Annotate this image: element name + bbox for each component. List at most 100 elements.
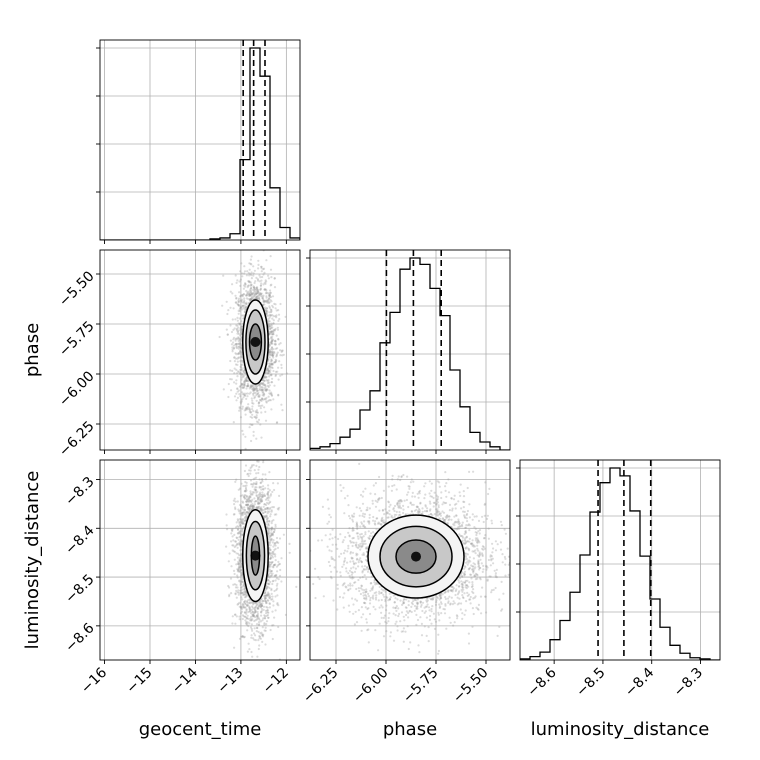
scatter-point	[250, 619, 253, 622]
scatter-point	[264, 306, 267, 309]
scatter-point	[255, 292, 258, 295]
scatter-point	[244, 372, 247, 375]
scatter-point	[237, 560, 240, 564]
scatter-point	[238, 323, 242, 326]
scatter-point	[273, 384, 276, 387]
scatter-point	[253, 627, 256, 630]
scatter-point	[274, 595, 277, 598]
scatter-point	[251, 508, 254, 511]
scatter-point	[238, 280, 241, 283]
scatter-point	[251, 610, 254, 613]
scatter-point	[269, 308, 272, 311]
scatter-point	[262, 300, 265, 303]
scatter-point	[260, 662, 262, 664]
scatter-point	[259, 423, 262, 426]
scatter-point	[252, 295, 255, 298]
scatter-point	[250, 650, 253, 654]
scatter-point	[250, 292, 253, 295]
scatter-point	[270, 570, 273, 573]
scatter-point	[272, 319, 275, 322]
scatter-point	[271, 353, 274, 357]
scatter-point	[251, 293, 254, 296]
scatter-point	[252, 274, 255, 277]
scatter-point	[238, 570, 241, 573]
scatter-point	[288, 542, 291, 546]
scatter-point	[276, 594, 279, 597]
scatter-point	[243, 495, 246, 499]
scatter-point	[260, 609, 263, 613]
scatter-point	[241, 372, 244, 376]
scatter-point	[236, 319, 239, 322]
scatter-point	[234, 274, 237, 277]
scatter-point	[260, 495, 263, 499]
scatter-point	[266, 599, 269, 602]
scatter-point	[273, 589, 276, 593]
scatter-point	[243, 588, 246, 592]
scatter-point	[236, 500, 239, 503]
scatter-point	[259, 481, 262, 485]
scatter-point	[241, 398, 244, 401]
scatter-point	[276, 564, 280, 567]
scatter-point	[285, 372, 289, 375]
scatter-point	[264, 376, 267, 379]
scatter-point	[254, 388, 257, 391]
scatter-point	[263, 617, 266, 620]
scatter-point	[273, 350, 276, 354]
contour-line-1	[241, 299, 269, 385]
scatter-point	[258, 498, 261, 501]
scatter-point	[251, 613, 254, 616]
scatter-point	[256, 498, 260, 501]
scatter-point	[258, 395, 261, 398]
scatter-point	[235, 337, 238, 340]
scatter-point	[241, 588, 244, 591]
scatter-point	[229, 290, 232, 293]
scatter-point	[263, 397, 266, 400]
scatter-point	[237, 352, 240, 355]
scatter-point	[256, 617, 259, 620]
scatter-point	[244, 435, 247, 438]
scatter-point	[256, 288, 259, 291]
scatter-point	[265, 514, 268, 518]
scatter-point	[261, 275, 264, 279]
scatter-point	[258, 294, 261, 297]
scatter-point	[237, 532, 240, 535]
scatter-point	[237, 339, 240, 342]
scatter-point	[240, 320, 243, 323]
scatter-point	[252, 293, 255, 296]
scatter-point	[257, 402, 260, 405]
scatter-point	[262, 381, 265, 385]
scatter-point	[251, 392, 255, 395]
scatter-point	[238, 342, 241, 345]
scatter-point	[260, 509, 263, 512]
scatter-point	[270, 569, 273, 573]
scatter-point	[267, 274, 270, 277]
x-axis-label-phase: phase	[383, 719, 437, 740]
scatter-point	[231, 529, 234, 533]
scatter-point	[250, 439, 253, 443]
scatter-point	[251, 483, 254, 486]
scatter-point	[238, 569, 241, 572]
scatter-point	[260, 399, 263, 402]
scatter-point	[227, 584, 230, 588]
scatter-point	[257, 605, 260, 608]
scatter-point	[268, 306, 271, 309]
scatter-point	[274, 347, 277, 350]
scatter-point	[238, 520, 241, 524]
scatter-point	[257, 297, 260, 300]
scatter-point	[258, 502, 261, 505]
scatter-point	[238, 518, 241, 521]
scatter-point	[240, 540, 243, 543]
scatter-point	[254, 608, 257, 612]
scatter-point	[272, 564, 275, 567]
scatter-point	[250, 601, 253, 604]
scatter-point	[256, 290, 259, 293]
scatter-point	[252, 612, 255, 615]
scatter-point	[268, 563, 272, 567]
scatter-point	[274, 525, 277, 528]
scatter-point	[261, 296, 264, 300]
scatter-point	[260, 510, 263, 513]
scatter-point	[270, 363, 273, 366]
scatter-point	[273, 277, 276, 280]
scatter-point	[238, 409, 241, 412]
